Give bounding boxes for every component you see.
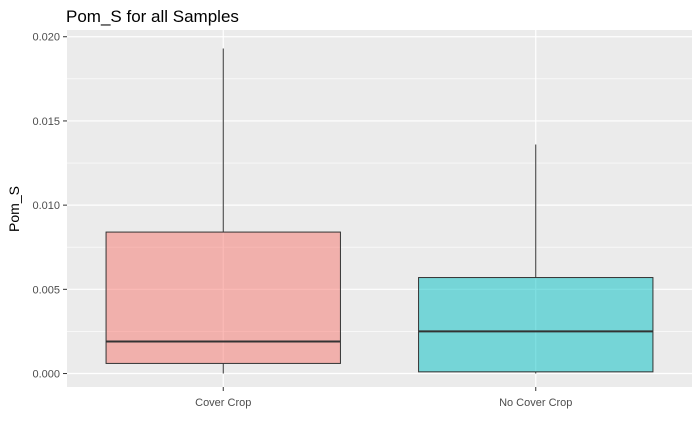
x-tick-label: Cover Crop — [195, 397, 251, 409]
x-tick-label: No Cover Crop — [499, 397, 572, 409]
y-tick-label: 0.010 — [32, 200, 60, 212]
y-tick-label: 0.015 — [32, 116, 60, 128]
y-tick-label: 0.000 — [32, 369, 60, 381]
box-group — [418, 144, 654, 374]
x-axis: Cover Crop No Cover Crop — [195, 387, 572, 409]
box-group — [105, 48, 341, 374]
box-iqr — [418, 277, 654, 373]
boxplot-series — [105, 48, 654, 374]
box-iqr — [105, 231, 341, 364]
chart-title: Pom_S for all Samples — [66, 7, 239, 26]
y-tick-label: 0.020 — [32, 32, 60, 44]
y-tick-label: 0.005 — [32, 284, 60, 296]
y-axis-title: Pom_S — [6, 186, 22, 232]
y-axis: 0.000 0.005 0.010 0.015 0.020 — [32, 32, 67, 381]
